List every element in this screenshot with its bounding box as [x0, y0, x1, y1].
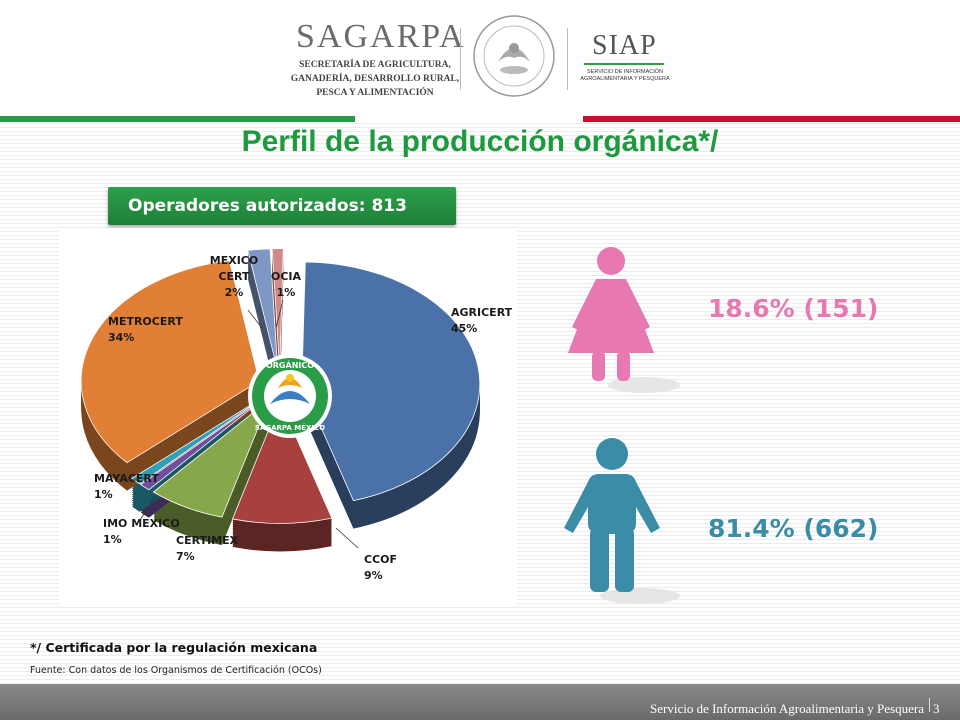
pie-label-mexico-cert: CERT — [218, 270, 250, 283]
footer-bar — [0, 684, 960, 720]
pie-slice-ccof — [231, 400, 333, 524]
footer-text: Servicio de Información Agroalimentaria … — [650, 701, 924, 716]
pie-label-mexico-cert: MEXICO — [210, 254, 258, 267]
logo-text-top: ORGÁNICO — [266, 359, 314, 370]
pie-label-mayacert: 1% — [94, 488, 113, 501]
pie-slice-imo-mexico — [139, 397, 266, 491]
pie-label-agricert: 45% — [451, 322, 477, 335]
leader-line — [335, 527, 359, 549]
pie-label-imo-mexico: 1% — [103, 533, 122, 546]
pie-slice-certimex — [152, 398, 271, 518]
female-percentage: 18.6% (151) — [708, 294, 879, 323]
female-figure-icon — [568, 247, 680, 393]
page-title: Perfil de la producción orgánica*/ — [241, 125, 719, 158]
header-divider — [460, 28, 461, 90]
siap-subtitle: SERVICIO DE INFORMACIÓN AGROALIMENTARIA … — [580, 69, 670, 82]
pie-slice-metrocert — [80, 260, 260, 464]
pie-label-mayacert: MAYACERT — [94, 472, 159, 485]
pie-label-ocia: 1% — [277, 286, 296, 299]
pie-chart: ORGÁNICO SAGARPA MÉXICO AGRICERT 45% CCOF 9% C… — [80, 248, 513, 582]
siap-logo-text: SIAP — [592, 30, 657, 61]
leader-line — [275, 299, 284, 329]
leader-line — [139, 495, 157, 521]
pie-label-certimex: CERTIMEX — [176, 534, 239, 547]
pie-slice-ocia — [271, 248, 284, 371]
header-divider-2 — [567, 28, 568, 90]
pie-label-certimex: 7% — [176, 550, 195, 563]
pie-label-agricert: AGRICERT — [451, 306, 513, 319]
pie-label-metrocert: METROCERT — [108, 315, 183, 328]
pie-slice-agricert — [301, 261, 481, 502]
source-note: Fuente: Con datos de los Organismos de C… — [30, 665, 322, 676]
footer-separator — [929, 698, 930, 712]
pie-slice-mayacert — [131, 396, 265, 485]
pie-label-imo-mexico: IMO MEXICO — [103, 517, 180, 530]
sagarpa-logo-text: SAGARPA — [296, 18, 466, 55]
logo-text-bottom: SAGARPA MÉXICO — [255, 423, 325, 432]
pie-label-ocia: OCIA — [271, 270, 302, 283]
operators-badge: Operadores autorizados: 813 — [108, 187, 456, 225]
pie-label-mexico-cert: 2% — [225, 286, 244, 299]
mexico-seal-icon — [473, 15, 555, 97]
pie-label-ccof: CCOF — [364, 553, 397, 566]
leader-line — [247, 309, 263, 329]
header: SAGARPA SECRETARÍA DE AGRICULTURA, GANAD… — [0, 0, 960, 112]
male-percentage: 81.4% (662) — [708, 514, 879, 543]
pie-slice-mexico-cert — [247, 248, 279, 371]
flag-bar-red — [583, 116, 960, 122]
organico-logo-icon — [248, 354, 332, 438]
page-number: 3 — [933, 701, 940, 716]
male-figure-icon — [564, 438, 680, 604]
pie-label-ccof: 9% — [364, 569, 383, 582]
leader-line — [125, 477, 147, 481]
pie-chart-panel: ORGÁNICO SAGARPA MÉXICO AGRICERT 45% CCOF 9% C… — [58, 228, 518, 606]
footnote: */ Certificada por la regulación mexican… — [30, 640, 318, 655]
sagarpa-subtitle: SECRETARÍA DE AGRICULTURA, GANADERÍA, DE… — [290, 60, 460, 98]
siap-underline — [584, 63, 664, 65]
pie-label-metrocert: 34% — [108, 331, 134, 344]
flag-bar-green — [0, 116, 355, 122]
